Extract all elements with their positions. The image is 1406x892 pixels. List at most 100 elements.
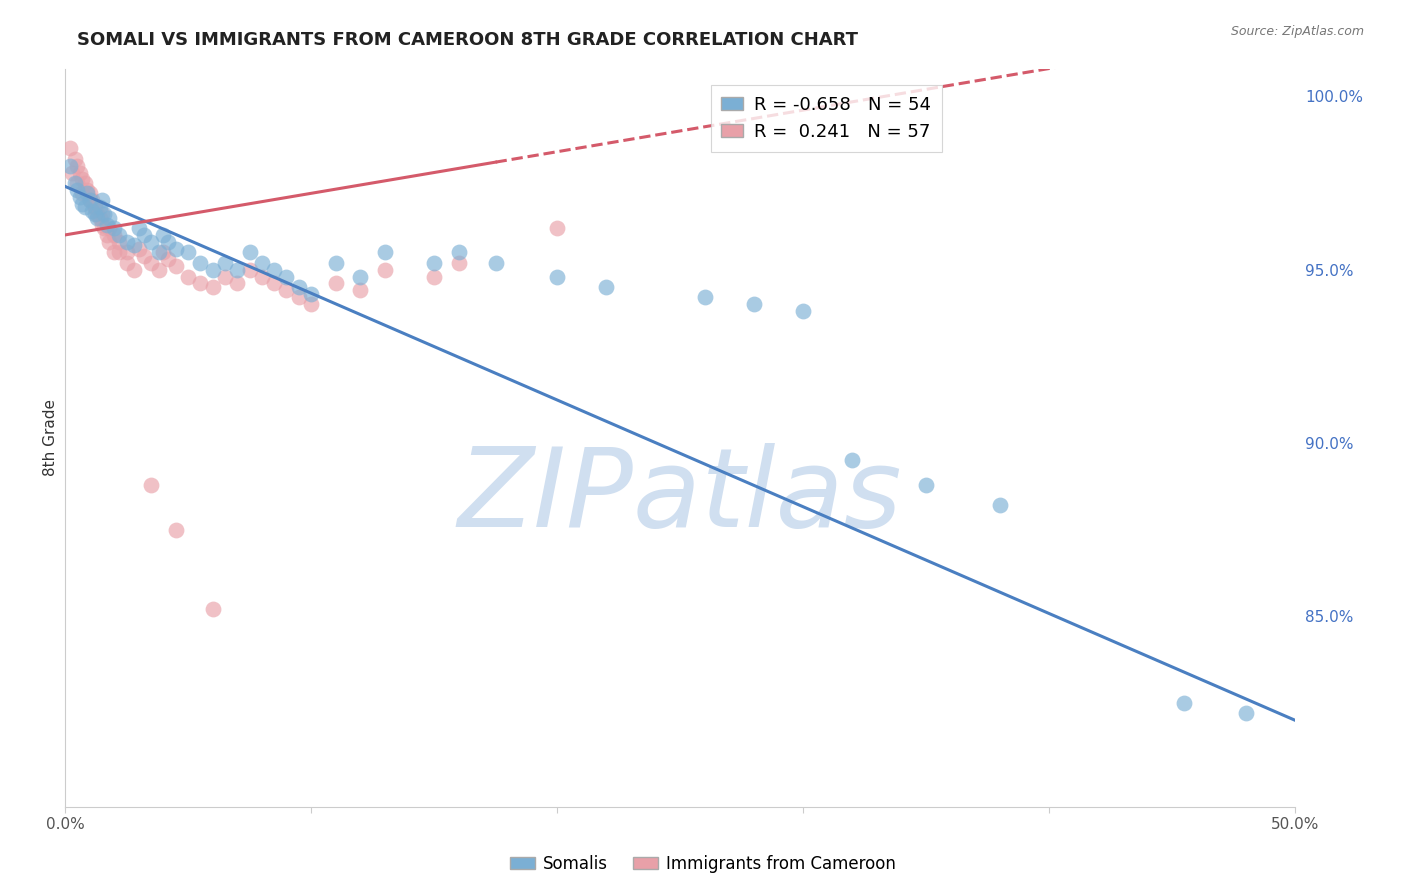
Point [83, 200, 105, 214]
Point [76, 183, 98, 197]
Point [98, 221, 121, 235]
Point [79, 194, 101, 208]
Point [141, 477, 163, 491]
Point [79, 194, 101, 208]
Point [98, 211, 121, 225]
Point [91, 218, 114, 232]
Point [132, 249, 155, 263]
Point [299, 286, 322, 301]
Point [83, 207, 105, 221]
Point [157, 235, 180, 249]
Point [82, 203, 104, 218]
Point [72, 196, 94, 211]
Point [1173, 696, 1195, 710]
Point [152, 245, 174, 260]
Point [96, 227, 118, 242]
Point [423, 269, 446, 284]
Point [288, 280, 311, 294]
Point [325, 277, 347, 291]
Point [157, 252, 180, 267]
Point [276, 284, 298, 298]
Point [115, 235, 138, 249]
Point [374, 245, 396, 260]
Point [115, 245, 138, 260]
Point [226, 277, 249, 291]
Point [89, 200, 111, 214]
Point [447, 255, 470, 269]
Point [201, 262, 224, 277]
Point [239, 245, 262, 260]
Point [63, 152, 86, 166]
Point [122, 238, 145, 252]
Point [66, 183, 89, 197]
Point [288, 290, 311, 304]
Point [83, 200, 105, 214]
Point [108, 245, 131, 260]
Point [546, 269, 568, 284]
Text: Source: ZipAtlas.com: Source: ZipAtlas.com [1230, 25, 1364, 38]
Point [69, 165, 91, 179]
Point [988, 499, 1011, 513]
Point [484, 255, 506, 269]
Point [93, 207, 115, 221]
Point [263, 277, 285, 291]
Text: ZIPatlas: ZIPatlas [458, 443, 903, 550]
Legend: R = -0.658   N = 54, R =  0.241   N = 57: R = -0.658 N = 54, R = 0.241 N = 57 [710, 85, 942, 152]
Point [76, 186, 98, 201]
Point [132, 227, 155, 242]
Point [93, 221, 115, 235]
Point [190, 277, 212, 291]
Point [214, 269, 236, 284]
Point [693, 290, 716, 304]
Point [226, 262, 249, 277]
Point [79, 186, 101, 201]
Point [239, 262, 262, 277]
Point [141, 235, 163, 249]
Point [276, 269, 298, 284]
Point [59, 141, 82, 155]
Point [66, 176, 89, 190]
Point [742, 297, 765, 311]
Point [792, 304, 814, 318]
Point [546, 221, 568, 235]
Point [86, 207, 108, 221]
Point [349, 269, 371, 284]
Point [108, 235, 131, 249]
Point [841, 453, 863, 467]
Point [299, 297, 322, 311]
Point [122, 262, 145, 277]
Point [423, 255, 446, 269]
Point [915, 477, 938, 491]
Point [73, 200, 96, 214]
Legend: Somalis, Immigrants from Cameroon: Somalis, Immigrants from Cameroon [503, 848, 903, 880]
Point [63, 176, 86, 190]
Point [148, 262, 170, 277]
Point [201, 602, 224, 616]
Point [177, 245, 200, 260]
Point [59, 159, 82, 173]
Point [115, 255, 138, 269]
Y-axis label: 8th Grade: 8th Grade [44, 400, 58, 476]
Point [86, 211, 108, 225]
Point [72, 186, 94, 201]
Point [62, 165, 84, 179]
Point [165, 242, 187, 256]
Point [91, 207, 114, 221]
Point [69, 190, 91, 204]
Point [250, 269, 273, 284]
Point [72, 172, 94, 186]
Point [250, 255, 273, 269]
Point [1234, 706, 1257, 721]
Point [201, 280, 224, 294]
Point [98, 235, 121, 249]
Point [103, 221, 125, 235]
Point [128, 221, 150, 235]
Point [447, 245, 470, 260]
Point [374, 262, 396, 277]
Point [141, 255, 163, 269]
Point [96, 218, 118, 232]
Point [595, 280, 617, 294]
Point [89, 211, 111, 225]
Point [148, 245, 170, 260]
Text: SOMALI VS IMMIGRANTS FROM CAMEROON 8TH GRADE CORRELATION CHART: SOMALI VS IMMIGRANTS FROM CAMEROON 8TH G… [77, 31, 858, 49]
